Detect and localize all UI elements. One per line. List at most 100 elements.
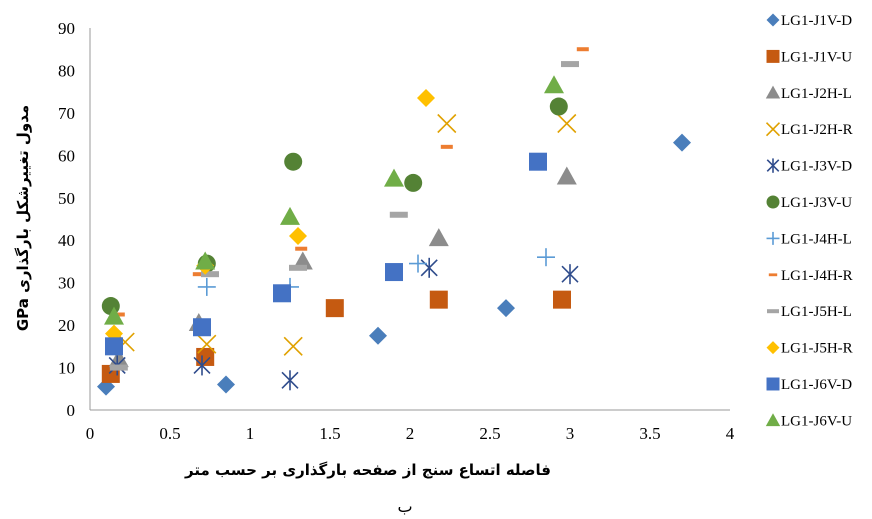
x-tick-label: 4 <box>726 424 735 443</box>
data-point <box>409 254 427 273</box>
data-point <box>556 166 577 185</box>
legend-marker <box>765 122 781 137</box>
data-point <box>561 264 579 285</box>
data-point <box>281 370 299 391</box>
legend-item: LG1-J5H-L <box>767 304 852 320</box>
y-tick-labels: 0 10 20 30 40 50 60 70 80 90 <box>58 19 75 420</box>
data-point <box>193 355 211 376</box>
legend-marker <box>768 273 778 277</box>
series-lg1-j6v-d <box>105 152 547 356</box>
data-point <box>104 306 124 325</box>
x-tick-label: 0 <box>86 424 95 443</box>
data-point <box>369 326 387 345</box>
series-lg1-j5h-r <box>105 89 435 343</box>
data-point <box>284 152 303 171</box>
legend-marker <box>766 341 780 355</box>
y-tick-label: 0 <box>67 401 76 420</box>
data-point <box>280 206 300 225</box>
legend-item: LG1-J3V-U <box>766 195 852 211</box>
x-tick-label: 3 <box>566 424 575 443</box>
y-tick-label: 20 <box>58 316 75 335</box>
legend-marker <box>766 231 780 245</box>
data-point <box>384 168 404 187</box>
legend-item: LG1-J2H-L <box>765 85 852 102</box>
series-lg1-j4h-l <box>197 248 555 296</box>
data-point <box>105 337 123 356</box>
data-point <box>112 312 125 317</box>
legend-item: LG1-J5H-R <box>766 341 853 357</box>
series-lg1-j3v-u <box>101 97 568 316</box>
y-tick-label: 50 <box>58 189 75 208</box>
series-lg1-j2h-r <box>115 113 577 356</box>
y-tick-label: 30 <box>58 274 75 293</box>
data-point <box>192 272 205 277</box>
data-point <box>420 257 438 278</box>
legend-label: LG1-J1V-U <box>781 49 852 65</box>
legend-label: LG1-J1V-D <box>781 13 852 29</box>
legend-label: LG1-J4H-L <box>781 231 852 247</box>
legend-marker <box>766 49 780 63</box>
legend-item: LG1-J2H-R <box>765 122 853 138</box>
legend-label: LG1-J6V-D <box>781 377 852 393</box>
x-tick-label: 1 <box>246 424 255 443</box>
data-point <box>437 113 457 134</box>
data-point <box>197 277 216 296</box>
legend-marker <box>765 413 781 427</box>
legend-label: LG1-J6V-U <box>781 413 852 429</box>
data-point <box>440 144 453 149</box>
data-point <box>109 364 128 371</box>
x-tick-labels: 0 0.5 1 1.5 2 2.5 3 3.5 4 <box>86 424 735 443</box>
series-lg1-j3v-d <box>108 257 579 391</box>
data-point <box>417 89 435 108</box>
legend-marker <box>766 195 780 209</box>
legend-item: LG1-J6V-U <box>765 413 852 429</box>
x-tick-label: 0.5 <box>159 424 180 443</box>
data-point <box>557 113 577 134</box>
x-tick-label: 3.5 <box>639 424 660 443</box>
data-point <box>549 97 568 116</box>
legend-item: LG1-J1V-U <box>766 49 852 65</box>
y-axis-title: مدول تغییرشکل بارگذاری GPa <box>14 105 32 331</box>
data-point <box>429 290 448 309</box>
data-point <box>537 248 555 267</box>
legend-marker <box>766 13 780 27</box>
data-point <box>325 299 344 318</box>
series-lg1-j5h-l <box>109 61 579 371</box>
data-point <box>196 347 215 366</box>
series-lg1-j4h-r <box>112 47 589 317</box>
legend-label: LG1-J4H-R <box>781 268 853 284</box>
legend-label: LG1-J2H-R <box>781 122 853 138</box>
data-point <box>197 334 217 354</box>
data-point <box>553 290 571 309</box>
legend-label: LG1-J5H-L <box>781 304 852 320</box>
data-point <box>273 284 291 303</box>
legend: LG1-J1V-D LG1-J1V-U LG1-J2H-L LG1-J2H-R LG1-… <box>765 13 853 429</box>
data-point <box>201 271 219 278</box>
x-tick-label: 1.5 <box>319 424 340 443</box>
axes <box>89 28 730 411</box>
legend-item: LG1-J3V-D <box>766 158 852 175</box>
series-lg1-j2h-l <box>108 166 577 368</box>
legend-marker <box>766 158 780 173</box>
legend-item: LG1-J1V-D <box>766 13 852 29</box>
data-point <box>428 228 449 247</box>
data-point <box>389 211 408 218</box>
data-point <box>497 299 515 318</box>
data-point <box>193 318 211 337</box>
data-point <box>544 75 564 94</box>
data-point <box>404 173 423 192</box>
data-points <box>97 47 691 396</box>
y-tick-label: 90 <box>58 19 75 38</box>
legend-marker <box>766 377 780 391</box>
y-tick-label: 10 <box>58 359 75 378</box>
data-point <box>289 264 307 271</box>
legend-item: LG1-J4H-L <box>766 231 852 247</box>
legend-item: LG1-J4H-R <box>768 268 853 284</box>
data-point <box>217 375 235 394</box>
legend-label: LG1-J2H-L <box>781 86 852 102</box>
data-point <box>295 246 308 251</box>
data-point <box>529 152 547 171</box>
data-point <box>576 47 589 52</box>
x-axis-title: فاصله اتساع سنج از صفحه بارگذاری بر حسب … <box>184 461 551 479</box>
